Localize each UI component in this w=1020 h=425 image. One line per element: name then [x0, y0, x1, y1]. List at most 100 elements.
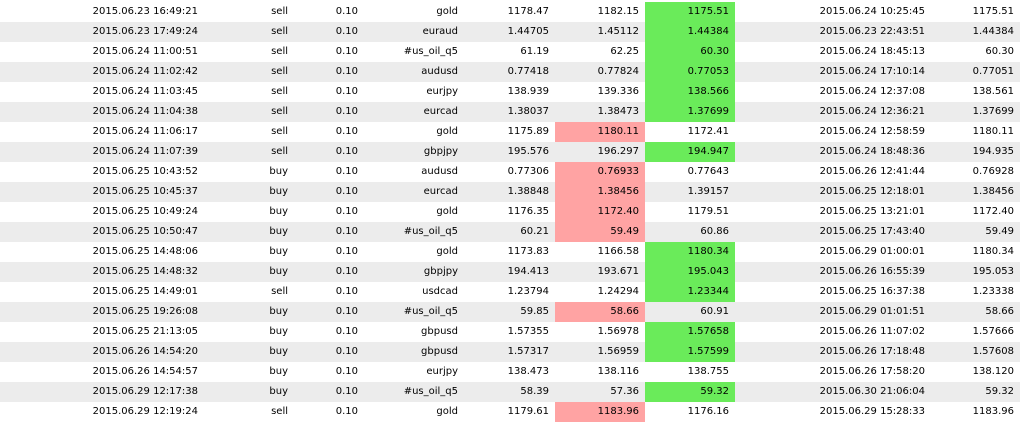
close-price-cell: 1.57666	[925, 322, 1020, 342]
open-time-cell: 2015.06.25 19:26:08	[0, 302, 198, 322]
open-price-cell: 58.39	[458, 382, 555, 402]
trade-row[interactable]: 2015.06.24 11:03:45 sell 0.10 eurjpy 138…	[0, 82, 1020, 102]
lot-size-cell: 0.10	[288, 62, 358, 82]
close-price-cell: 138.561	[925, 82, 1020, 102]
open-time-cell: 2015.06.25 10:50:47	[0, 222, 198, 242]
symbol-cell: #us_oil_q5	[358, 42, 458, 62]
close-price-cell: 1175.51	[925, 2, 1020, 22]
trade-type-cell: buy	[198, 302, 288, 322]
stop-loss-cell: 1180.11	[555, 122, 645, 142]
close-time-cell: 2015.06.29 01:01:51	[735, 302, 925, 322]
open-price-cell: 1.44705	[458, 22, 555, 42]
trade-row[interactable]: 2015.06.25 10:49:24 buy 0.10 gold 1176.3…	[0, 202, 1020, 222]
trade-row[interactable]: 2015.06.25 14:49:01 sell 0.10 usdcad 1.2…	[0, 282, 1020, 302]
open-price-cell: 1.38037	[458, 102, 555, 122]
stop-loss-cell: 1.56978	[555, 322, 645, 342]
open-price-cell: 138.939	[458, 82, 555, 102]
trade-row[interactable]: 2015.06.26 14:54:57 buy 0.10 eurjpy 138.…	[0, 362, 1020, 382]
trade-type-cell: buy	[198, 382, 288, 402]
close-time-cell: 2015.06.24 18:48:36	[735, 142, 925, 162]
open-price-cell: 1.57317	[458, 342, 555, 362]
close-price-cell: 59.32	[925, 382, 1020, 402]
close-time-cell: 2015.06.24 10:25:45	[735, 2, 925, 22]
open-time-cell: 2015.06.23 17:49:24	[0, 22, 198, 42]
open-time-cell: 2015.06.29 12:17:38	[0, 382, 198, 402]
close-price-cell: 1.37699	[925, 102, 1020, 122]
close-time-cell: 2015.06.24 17:10:14	[735, 62, 925, 82]
close-price-cell: 0.76928	[925, 162, 1020, 182]
take-profit-cell: 1.44384	[645, 22, 735, 42]
take-profit-cell: 60.91	[645, 302, 735, 322]
trade-row[interactable]: 2015.06.24 11:04:38 sell 0.10 eurcad 1.3…	[0, 102, 1020, 122]
trade-row[interactable]: 2015.06.26 14:54:20 buy 0.10 gbpusd 1.57…	[0, 342, 1020, 362]
open-price-cell: 1179.61	[458, 402, 555, 422]
trade-row[interactable]: 2015.06.25 14:48:32 buy 0.10 gbpjpy 194.…	[0, 262, 1020, 282]
trade-row[interactable]: 2015.06.24 11:06:17 sell 0.10 gold 1175.…	[0, 122, 1020, 142]
stop-loss-cell: 1.45112	[555, 22, 645, 42]
open-time-cell: 2015.06.25 10:49:24	[0, 202, 198, 222]
symbol-cell: gold	[358, 2, 458, 22]
close-price-cell: 59.49	[925, 222, 1020, 242]
take-profit-cell: 1176.16	[645, 402, 735, 422]
trade-type-cell: sell	[198, 42, 288, 62]
close-time-cell: 2015.06.25 16:37:38	[735, 282, 925, 302]
trade-type-cell: sell	[198, 142, 288, 162]
lot-size-cell: 0.10	[288, 322, 358, 342]
lot-size-cell: 0.10	[288, 282, 358, 302]
open-time-cell: 2015.06.26 14:54:57	[0, 362, 198, 382]
lot-size-cell: 0.10	[288, 22, 358, 42]
trade-row[interactable]: 2015.06.23 17:49:24 sell 0.10 euraud 1.4…	[0, 22, 1020, 42]
trade-row[interactable]: 2015.06.29 12:19:24 sell 0.10 gold 1179.…	[0, 402, 1020, 422]
trade-row[interactable]: 2015.06.24 11:02:42 sell 0.10 audusd 0.7…	[0, 62, 1020, 82]
close-price-cell: 1180.34	[925, 242, 1020, 262]
trade-row[interactable]: 2015.06.29 12:17:38 buy 0.10 #us_oil_q5 …	[0, 382, 1020, 402]
open-time-cell: 2015.06.24 11:04:38	[0, 102, 198, 122]
take-profit-cell: 60.30	[645, 42, 735, 62]
trade-row[interactable]: 2015.06.25 19:26:08 buy 0.10 #us_oil_q5 …	[0, 302, 1020, 322]
open-price-cell: 138.473	[458, 362, 555, 382]
take-profit-cell: 1175.51	[645, 2, 735, 22]
lot-size-cell: 0.10	[288, 42, 358, 62]
trade-row[interactable]: 2015.06.23 16:49:21 sell 0.10 gold 1178.…	[0, 2, 1020, 22]
open-price-cell: 1178.47	[458, 2, 555, 22]
trade-type-cell: buy	[198, 202, 288, 222]
trade-type-cell: sell	[198, 102, 288, 122]
trade-type-cell: sell	[198, 122, 288, 142]
trade-row[interactable]: 2015.06.25 10:50:47 buy 0.10 #us_oil_q5 …	[0, 222, 1020, 242]
close-time-cell: 2015.06.29 01:00:01	[735, 242, 925, 262]
close-time-cell: 2015.06.26 12:41:44	[735, 162, 925, 182]
open-time-cell: 2015.06.24 11:03:45	[0, 82, 198, 102]
trade-row[interactable]: 2015.06.25 14:48:06 buy 0.10 gold 1173.8…	[0, 242, 1020, 262]
trade-row[interactable]: 2015.06.24 11:07:39 sell 0.10 gbpjpy 195…	[0, 142, 1020, 162]
close-price-cell: 0.77051	[925, 62, 1020, 82]
open-price-cell: 60.21	[458, 222, 555, 242]
take-profit-cell: 1179.51	[645, 202, 735, 222]
lot-size-cell: 0.10	[288, 2, 358, 22]
trade-row[interactable]: 2015.06.25 10:45:37 buy 0.10 eurcad 1.38…	[0, 182, 1020, 202]
close-time-cell: 2015.06.25 13:21:01	[735, 202, 925, 222]
take-profit-cell: 1180.34	[645, 242, 735, 262]
take-profit-cell: 138.566	[645, 82, 735, 102]
symbol-cell: audusd	[358, 162, 458, 182]
stop-loss-cell: 57.36	[555, 382, 645, 402]
open-time-cell: 2015.06.25 10:43:52	[0, 162, 198, 182]
open-price-cell: 1175.89	[458, 122, 555, 142]
trade-type-cell: sell	[198, 22, 288, 42]
trade-row[interactable]: 2015.06.24 11:00:51 sell 0.10 #us_oil_q5…	[0, 42, 1020, 62]
close-time-cell: 2015.06.24 12:36:21	[735, 102, 925, 122]
stop-loss-cell: 196.297	[555, 142, 645, 162]
trade-row[interactable]: 2015.06.25 21:13:05 buy 0.10 gbpusd 1.57…	[0, 322, 1020, 342]
take-profit-cell: 1.57599	[645, 342, 735, 362]
trade-type-cell: buy	[198, 322, 288, 342]
take-profit-cell: 60.86	[645, 222, 735, 242]
stop-loss-cell: 1.56959	[555, 342, 645, 362]
stop-loss-cell: 0.77824	[555, 62, 645, 82]
open-time-cell: 2015.06.23 16:49:21	[0, 2, 198, 22]
symbol-cell: usdcad	[358, 282, 458, 302]
open-price-cell: 0.77418	[458, 62, 555, 82]
trade-type-cell: buy	[198, 162, 288, 182]
lot-size-cell: 0.10	[288, 202, 358, 222]
lot-size-cell: 0.10	[288, 382, 358, 402]
trade-row[interactable]: 2015.06.25 10:43:52 buy 0.10 audusd 0.77…	[0, 162, 1020, 182]
